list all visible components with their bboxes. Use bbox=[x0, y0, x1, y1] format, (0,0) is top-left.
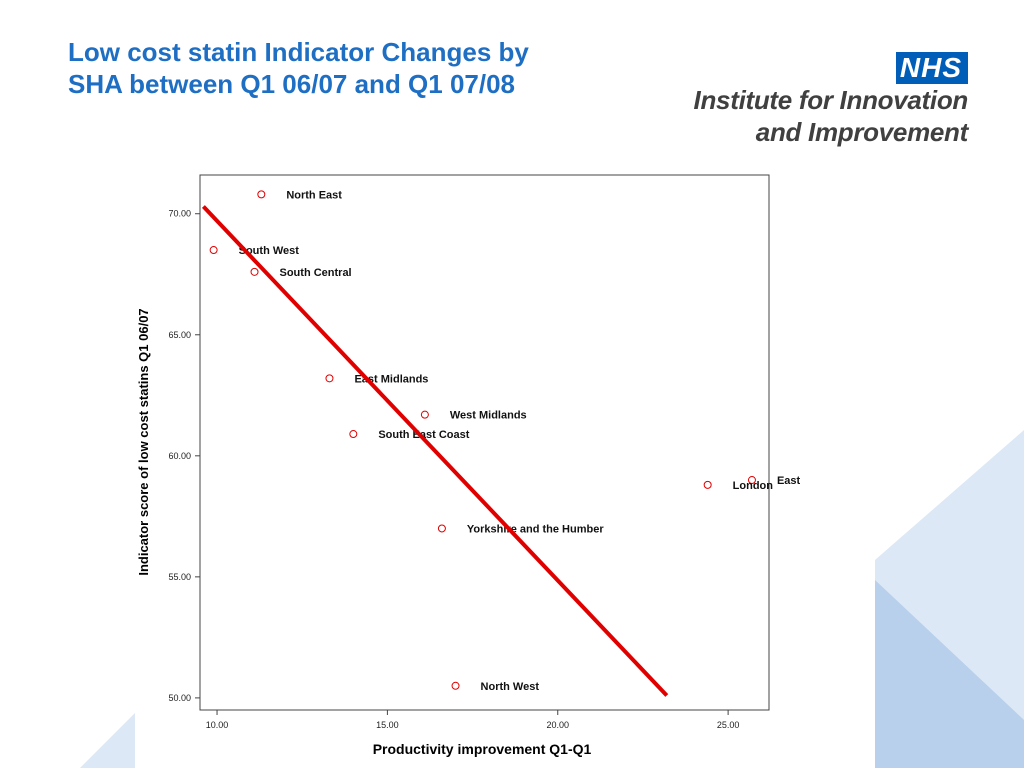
logo-line-1: Institute for Innovation bbox=[693, 85, 969, 115]
scatter-chart-container: 10.00 15.00 20.00 25.00 50.00 55.00 60.00 65.00… bbox=[120, 160, 860, 760]
trend-line bbox=[201, 205, 669, 697]
data-point-marker bbox=[325, 374, 334, 383]
y-tick-label: 65.00 bbox=[168, 330, 191, 340]
y-tick-label: 50.00 bbox=[168, 693, 191, 703]
data-point-marker bbox=[349, 430, 358, 439]
data-point-marker bbox=[437, 524, 446, 533]
y-tick-label: 70.00 bbox=[168, 209, 191, 219]
y-tick-label: 60.00 bbox=[168, 451, 191, 461]
slide-title-line-2: SHA between Q1 06/07 and Q1 07/08 bbox=[68, 69, 516, 99]
x-axis-label: Productivity improvement Q1-Q1 bbox=[373, 741, 592, 757]
data-point-marker bbox=[209, 246, 218, 255]
deco-triangle-bottom-left bbox=[80, 713, 135, 768]
x-tick-label: 20.00 bbox=[546, 720, 569, 730]
nhs-institute-logo: NHS Institute for Innovation and Improve… bbox=[668, 52, 968, 148]
data-point-label: Yorkshire and the Humber bbox=[467, 523, 604, 535]
data-point-label: South West bbox=[239, 245, 300, 257]
slide-title: Low cost statin Indicator Changes by SHA… bbox=[68, 36, 668, 100]
y-tick-label: 55.00 bbox=[168, 572, 191, 582]
deco-shape-right-mid bbox=[875, 580, 1024, 768]
data-point-marker bbox=[420, 410, 429, 419]
data-point-label: North East bbox=[286, 189, 342, 201]
data-point-label: London bbox=[733, 480, 774, 492]
slide-title-line-1: Low cost statin Indicator Changes by bbox=[68, 37, 529, 67]
data-point-marker bbox=[747, 476, 756, 485]
data-point-marker bbox=[250, 267, 259, 276]
data-point-label: South East Coast bbox=[378, 429, 469, 441]
nhs-badge: NHS bbox=[895, 52, 968, 84]
x-tick-label: 25.00 bbox=[717, 720, 740, 730]
x-tick-label: 10.00 bbox=[206, 720, 229, 730]
scatter-chart: 10.00 15.00 20.00 25.00 50.00 55.00 60.00 65.00… bbox=[136, 174, 860, 757]
logo-line-2: and Improvement bbox=[755, 117, 969, 147]
data-point-marker bbox=[451, 681, 460, 690]
data-point-label: West Midlands bbox=[450, 410, 527, 422]
x-tick-label: 15.00 bbox=[376, 720, 399, 730]
data-point-label: East Midlands bbox=[354, 373, 428, 385]
data-point-label: North West bbox=[481, 681, 540, 693]
data-point-label: South Central bbox=[280, 267, 352, 279]
data-point-marker bbox=[703, 480, 712, 489]
y-axis-label: Indicator score of low cost statins Q1 0… bbox=[136, 308, 151, 575]
data-point-label: East of England bbox=[777, 475, 800, 487]
plot-frame bbox=[199, 174, 770, 711]
data-point-marker bbox=[257, 190, 266, 199]
